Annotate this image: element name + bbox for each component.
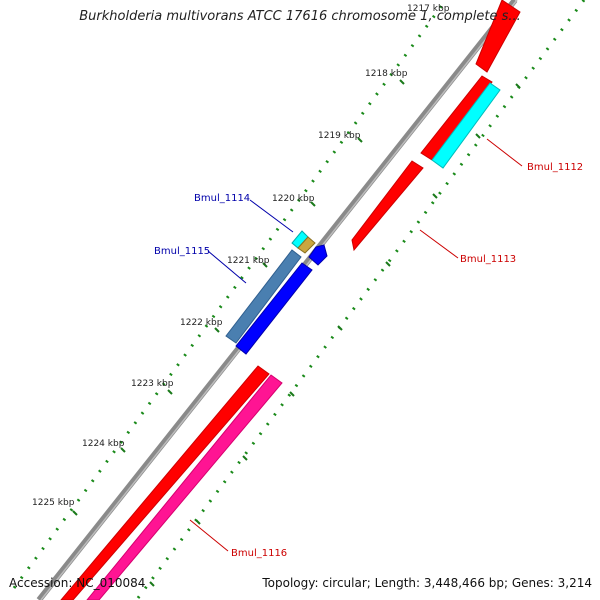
gene-arrow-bmul-1113[interactable] bbox=[351, 160, 424, 252]
scale-label: 1218 kbp bbox=[365, 69, 408, 79]
gene-arrow[interactable] bbox=[60, 365, 270, 600]
gene-label[interactable]: Bmul_1116 bbox=[231, 548, 287, 559]
major-ticks-right bbox=[149, 83, 521, 587]
gene-arrow-bmul-1116[interactable] bbox=[86, 374, 283, 600]
scale-label: 1224 kbp bbox=[82, 439, 125, 449]
scale-label: 1221 kbp bbox=[227, 256, 270, 266]
map-title: Burkholderia multivorans ATCC 17616 chro… bbox=[79, 9, 521, 24]
label-leader-bmul-1116 bbox=[189, 519, 229, 552]
major-ticks-left bbox=[72, 79, 405, 516]
scale-track-right bbox=[136, 0, 586, 599]
scale-label: 1217 kbp bbox=[407, 4, 450, 14]
label-leader-bmul-1112 bbox=[486, 138, 523, 167]
gene-label[interactable]: Bmul_1112 bbox=[527, 162, 583, 173]
gene-arrow[interactable] bbox=[297, 236, 316, 254]
gene-arrow[interactable] bbox=[475, 0, 521, 73]
gene-arrow-bmul-1115[interactable] bbox=[225, 249, 302, 344]
scale-label: 1223 kbp bbox=[131, 379, 174, 389]
scale-label: 1222 kbp bbox=[180, 318, 223, 328]
gene-label[interactable]: Bmul_1113 bbox=[460, 254, 516, 265]
gene-label[interactable]: Bmul_1114 bbox=[194, 193, 250, 204]
gene-arrow[interactable] bbox=[308, 244, 328, 266]
gene-label[interactable]: Bmul_1115 bbox=[154, 246, 210, 257]
scale-label: 1219 kbp bbox=[318, 131, 361, 141]
scale-label: 1220 kbp bbox=[272, 194, 315, 204]
scale-label: 1225 kbp bbox=[32, 498, 75, 508]
scale-track-left bbox=[12, 0, 448, 589]
label-leader-bmul-1113 bbox=[419, 229, 459, 259]
label-leader-bmul-1115 bbox=[207, 250, 247, 284]
label-leader-bmul-1114 bbox=[249, 199, 294, 233]
genome-summary-text: Topology: circular; Length: 3,448,466 bp… bbox=[262, 576, 592, 590]
accession-text: Accession: NC_010084 bbox=[9, 576, 146, 590]
gene-arrow-bmul-1112[interactable] bbox=[431, 82, 501, 169]
gene-arrow[interactable] bbox=[235, 262, 313, 355]
